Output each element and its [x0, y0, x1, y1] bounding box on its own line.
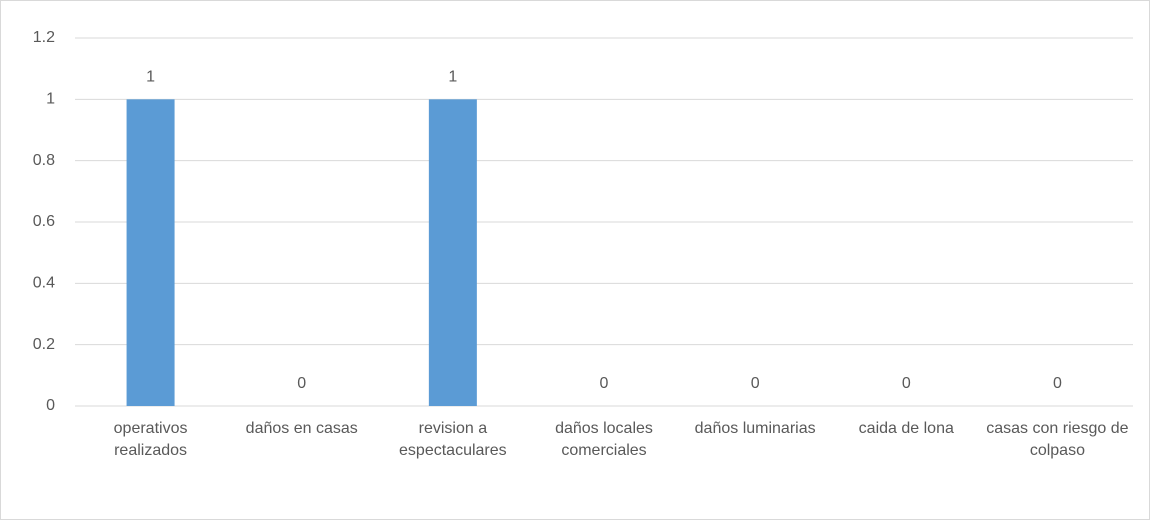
bar	[126, 99, 175, 406]
x-tick-label: daños en casas	[245, 420, 358, 437]
x-tick-label: daños luminarias	[694, 420, 816, 437]
data-label: 0	[1053, 375, 1062, 392]
x-tick-label: operativos realizados	[113, 420, 188, 459]
y-tick-label: 0.2	[33, 336, 55, 353]
x-tick-label: revision a espectaculares	[399, 420, 507, 459]
data-label: 1	[448, 69, 457, 86]
data-label: 0	[297, 375, 306, 392]
y-tick-label: 1.2	[33, 29, 55, 46]
y-tick-label: 0.8	[33, 152, 55, 169]
x-tick-label: caida de lona	[858, 420, 954, 437]
y-tick-label: 0.6	[33, 213, 55, 230]
x-tick-label: casas con riesgo de colpaso	[986, 420, 1129, 459]
y-tick-label: 1	[46, 91, 55, 108]
x-tick-label: daños locales comerciales	[555, 420, 653, 459]
data-label: 0	[751, 375, 760, 392]
data-label: 1	[146, 69, 155, 86]
y-tick-label: 0.4	[33, 275, 55, 292]
bar	[428, 99, 477, 406]
data-label: 0	[902, 375, 911, 392]
y-tick-label: 0	[46, 397, 55, 414]
data-label: 0	[600, 375, 609, 392]
